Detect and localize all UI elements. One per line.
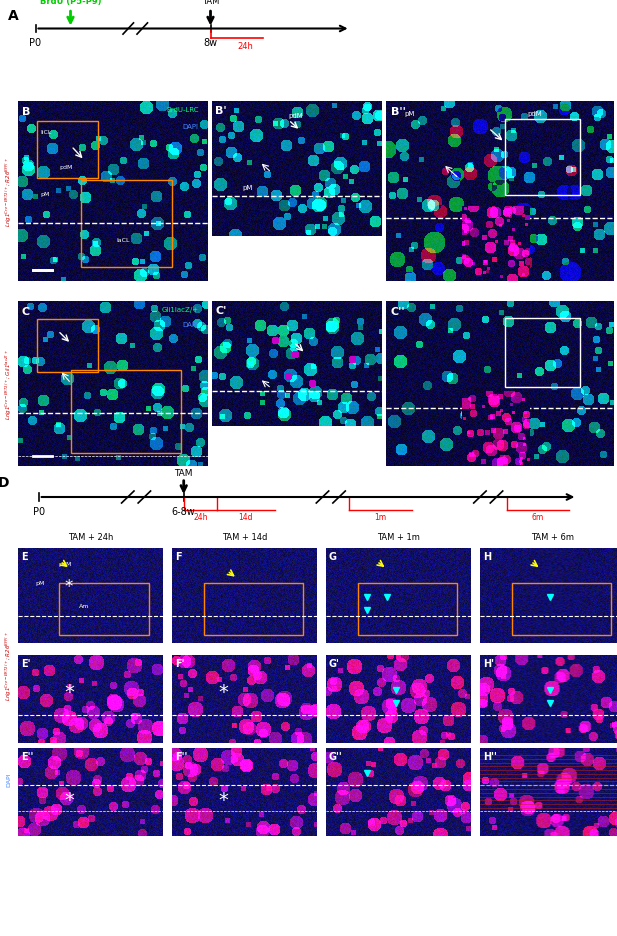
Text: 24h: 24h — [193, 512, 207, 521]
Bar — [71, 371, 181, 453]
Bar — [204, 583, 302, 636]
Text: pdM: pdM — [528, 111, 542, 117]
Bar — [37, 320, 98, 373]
Text: pM: pM — [41, 191, 50, 197]
Text: Lrig1$^{Cre-ERT2/+}$; R26$^{BFP/+}$: Lrig1$^{Cre-ERT2/+}$; R26$^{BFP/+}$ — [4, 157, 14, 227]
Text: H': H' — [483, 658, 494, 668]
Bar — [59, 583, 149, 636]
Text: *: * — [64, 578, 73, 595]
Text: Lrig1$^{Cre-ERT2/+}$; Gli1$^{lacZ/+}$: Lrig1$^{Cre-ERT2/+}$; Gli1$^{lacZ/+}$ — [4, 349, 14, 419]
Text: H'': H'' — [483, 751, 497, 761]
Text: TAM + 24h: TAM + 24h — [68, 533, 113, 542]
Bar — [505, 120, 580, 196]
Text: *: * — [64, 790, 74, 810]
Text: P0: P0 — [30, 38, 41, 48]
Text: A: A — [7, 9, 19, 23]
Text: Gli1lacZ/+: Gli1lacZ/+ — [162, 307, 199, 313]
Text: Am: Am — [79, 604, 89, 608]
Text: 6-8w: 6-8w — [172, 506, 196, 517]
Text: DAPI: DAPI — [183, 124, 199, 129]
Text: TAM + 6m: TAM + 6m — [531, 533, 574, 542]
Text: G': G' — [329, 658, 340, 668]
Text: D: D — [0, 475, 9, 490]
Text: BrdU (P5-P9): BrdU (P5-P9) — [39, 0, 101, 7]
Bar — [512, 583, 610, 636]
Bar — [81, 181, 172, 268]
Text: C: C — [22, 307, 30, 316]
Text: *: * — [218, 790, 228, 810]
Text: pdM: pdM — [59, 562, 72, 566]
Text: DAPI: DAPI — [7, 772, 12, 786]
Text: B'': B'' — [391, 108, 405, 117]
Text: TAM: TAM — [202, 0, 219, 7]
Text: laCL: laCL — [117, 238, 130, 243]
Bar — [358, 583, 457, 636]
Text: pM: pM — [404, 111, 415, 117]
Text: pM: pM — [242, 184, 253, 191]
Text: B: B — [22, 108, 30, 117]
Text: E': E' — [21, 658, 30, 668]
Text: 24h: 24h — [238, 42, 254, 51]
Text: F: F — [175, 551, 181, 562]
Text: 1m: 1m — [375, 512, 387, 521]
Text: pdM: pdM — [60, 165, 73, 169]
Bar — [505, 318, 580, 388]
Text: liCL: liCL — [41, 130, 52, 136]
Text: E'': E'' — [21, 751, 33, 761]
Text: TAM: TAM — [175, 468, 193, 477]
Text: 6m: 6m — [532, 512, 544, 521]
Text: DAPI: DAPI — [183, 321, 199, 328]
Text: C'': C'' — [391, 307, 405, 316]
Bar — [37, 122, 98, 179]
Text: TAM + 1m: TAM + 1m — [377, 533, 420, 542]
Text: P0: P0 — [33, 506, 45, 517]
Text: TAM + 14d: TAM + 14d — [222, 533, 267, 542]
Text: C': C' — [215, 305, 227, 315]
Text: G: G — [329, 551, 337, 562]
Text: H: H — [483, 551, 491, 562]
Text: E: E — [21, 551, 28, 562]
Text: 14d: 14d — [239, 512, 253, 521]
Text: BrdU-LRC: BrdU-LRC — [166, 108, 199, 113]
Text: G'': G'' — [329, 751, 342, 761]
Text: 8w: 8w — [204, 38, 218, 48]
Text: F'': F'' — [175, 751, 188, 761]
Text: B': B' — [215, 106, 227, 116]
Text: pM: pM — [35, 580, 45, 586]
Text: *: * — [218, 682, 228, 701]
Text: F': F' — [175, 658, 184, 668]
Text: *: * — [64, 682, 74, 701]
Text: Lrig1$^{Cre-ERT2/+}$; R26$^{BFP/+}$: Lrig1$^{Cre-ERT2/+}$; R26$^{BFP/+}$ — [4, 630, 14, 700]
Text: pdM: pdM — [289, 113, 303, 119]
